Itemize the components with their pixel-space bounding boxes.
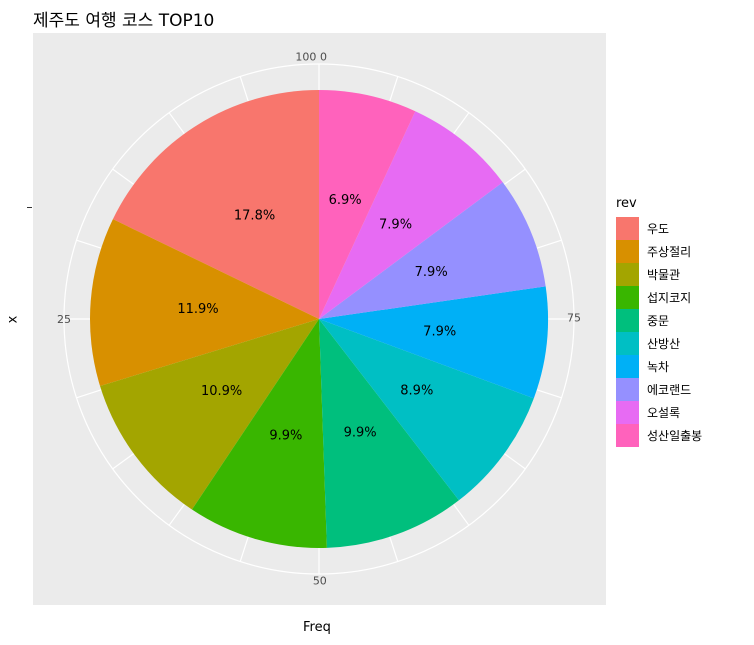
slice-label-2: 10.9% bbox=[201, 384, 242, 399]
pie-chart: 17.8% 11.9% 10.9% 9.9% 9.9% 8.9% 7.9% 7.9% 7.9% 6… bbox=[57, 51, 581, 588]
legend-label-2: 박물관 bbox=[647, 268, 681, 282]
legend-key-8 bbox=[616, 401, 639, 424]
legend-key-7 bbox=[616, 378, 639, 401]
legend-key-2 bbox=[616, 263, 639, 286]
legend-label-5: 산방산 bbox=[647, 337, 681, 351]
slice-label-0: 17.8% bbox=[234, 209, 275, 224]
legend-key-9 bbox=[616, 424, 639, 447]
slice-label-5: 8.9% bbox=[400, 383, 433, 398]
legend-label-0: 우도 bbox=[647, 222, 670, 236]
grid-spoke bbox=[112, 168, 135, 185]
legend-label-8: 오설록 bbox=[647, 406, 681, 420]
grid-spoke bbox=[168, 112, 185, 135]
legend-item-3: 섭지코지 bbox=[616, 286, 702, 309]
chart-title: 제주도 여행 코스 TOP10 bbox=[33, 11, 215, 31]
grid-spoke bbox=[453, 112, 470, 135]
legend-label-4: 중문 bbox=[647, 314, 670, 328]
theta-tick-label-0: 0 bbox=[320, 51, 327, 64]
legend-label-7: 에코랜드 bbox=[647, 383, 692, 397]
legend-item-7: 에코랜드 bbox=[616, 378, 702, 401]
legend-item-0: 우도 bbox=[616, 217, 702, 240]
pie-slice-3 bbox=[191, 319, 327, 548]
legend-key-5 bbox=[616, 332, 639, 355]
pie-slice-4 bbox=[319, 319, 459, 548]
y-axis-tick bbox=[27, 207, 32, 208]
pie-slice-6 bbox=[319, 286, 548, 399]
grid-spoke bbox=[453, 503, 470, 526]
slice-label-9: 6.9% bbox=[329, 193, 362, 208]
grid-spoke bbox=[389, 536, 399, 562]
pie-slice-2 bbox=[100, 319, 320, 510]
grid-spoke bbox=[389, 76, 399, 102]
legend-item-5: 산방산 bbox=[616, 332, 702, 355]
theta-tick-label-4: 100 bbox=[295, 51, 316, 64]
legend-key-4 bbox=[616, 309, 639, 332]
theta-tick-label-1: 25 bbox=[57, 313, 71, 326]
pie-slice-8 bbox=[319, 111, 503, 319]
slice-label-3: 9.9% bbox=[269, 428, 302, 443]
grid-spoke bbox=[239, 76, 249, 102]
pie-slice-7 bbox=[319, 182, 546, 319]
legend-key-3 bbox=[616, 286, 639, 309]
slice-label-1: 11.9% bbox=[177, 302, 218, 317]
grid-spoke bbox=[536, 239, 562, 249]
legend-item-2: 박물관 bbox=[616, 263, 702, 286]
theta-tick-label-3: 75 bbox=[567, 311, 581, 324]
legend-label-9: 성산일출봉 bbox=[647, 429, 703, 443]
grid-spoke bbox=[503, 168, 526, 185]
legend-key-1 bbox=[616, 240, 639, 263]
grid-spoke bbox=[536, 389, 562, 399]
legend-key-0 bbox=[616, 217, 639, 240]
legend-title: rev bbox=[616, 196, 637, 211]
legend-key-6 bbox=[616, 355, 639, 378]
theta-tick-label-2: 50 bbox=[313, 574, 327, 587]
legend-label-1: 주상절리 bbox=[647, 245, 692, 259]
slice-label-8: 7.9% bbox=[379, 217, 412, 232]
legend-item-1: 주상절리 bbox=[616, 240, 702, 263]
grid-spoke bbox=[76, 389, 102, 399]
pie-slice-5 bbox=[319, 319, 534, 501]
grid-spoke bbox=[239, 536, 249, 562]
pie-slice-0 bbox=[112, 90, 320, 319]
legend-item-6: 녹차 bbox=[616, 355, 702, 378]
slice-label-6: 7.9% bbox=[423, 324, 456, 339]
legend-item-9: 성산일출봉 bbox=[616, 424, 702, 447]
grid-spoke bbox=[112, 453, 135, 470]
legend-item-8: 오설록 bbox=[616, 401, 702, 424]
pie-slice-1 bbox=[89, 219, 319, 387]
legend-item-4: 중문 bbox=[616, 309, 702, 332]
legend-label-3: 섭지코지 bbox=[647, 291, 692, 305]
grid-spoke bbox=[503, 453, 526, 470]
legend-label-6: 녹차 bbox=[647, 360, 670, 374]
x-axis-label: Freq bbox=[303, 620, 331, 635]
slice-label-7: 7.9% bbox=[415, 265, 448, 280]
y-axis-label: x bbox=[5, 315, 21, 324]
grid-spoke bbox=[76, 239, 102, 249]
slice-label-4: 9.9% bbox=[344, 426, 377, 441]
pie-slice-9 bbox=[319, 90, 416, 319]
grid-spoke bbox=[168, 503, 185, 526]
